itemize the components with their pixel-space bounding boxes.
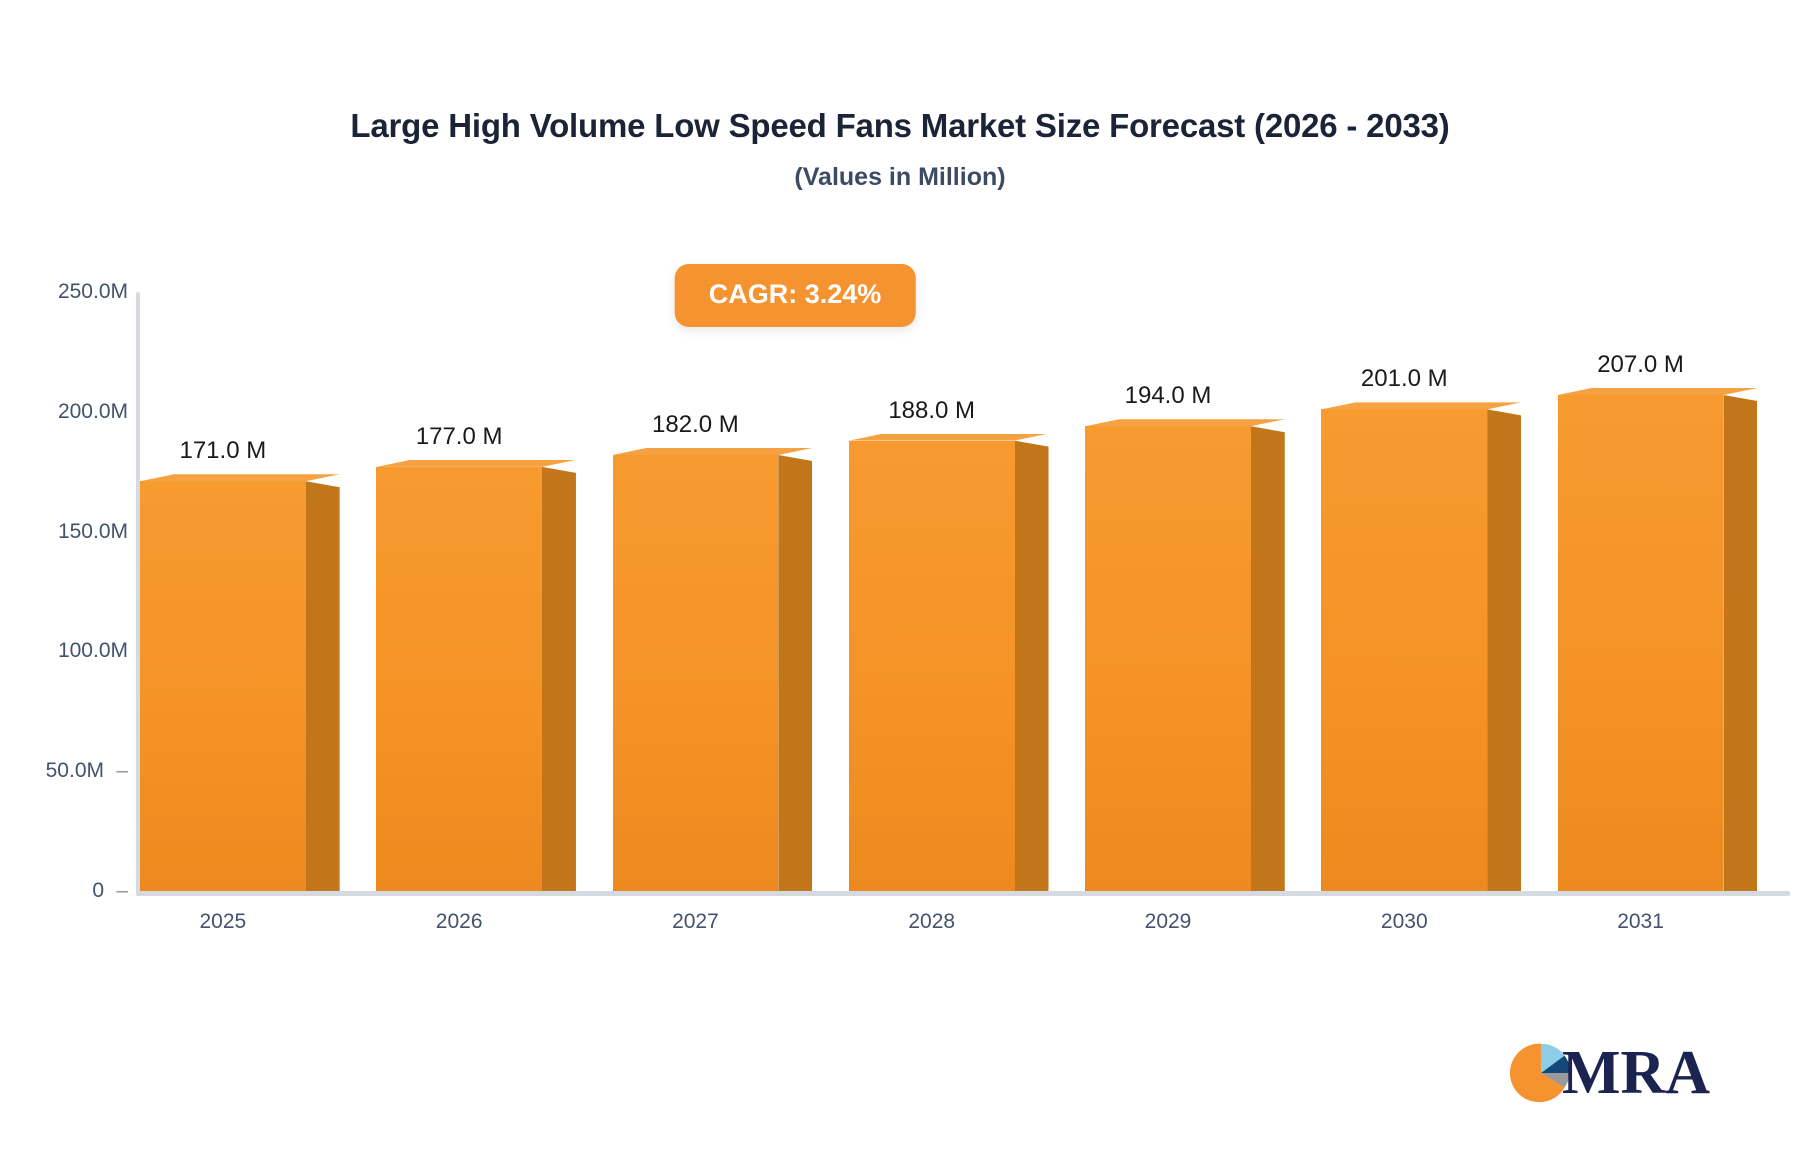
y-tick-200.0M: 200.0M [58, 400, 128, 424]
bar-shape [1557, 388, 1758, 891]
bar-top-face [848, 433, 1049, 441]
y-tick-150.0M: 150.0M [58, 520, 128, 544]
y-tick-250.0M: 250.0M [58, 280, 128, 304]
bar-value-label: 188.0 M [888, 396, 976, 424]
mra-logo: MRA [1510, 1042, 1710, 1104]
bar-front-face [1321, 409, 1488, 891]
bar-2027[interactable]: 182.0 M [612, 292, 813, 891]
bar-2030[interactable]: 201.0 M [1321, 292, 1522, 891]
bar-top-face [1085, 419, 1285, 427]
bar-top-face [1321, 402, 1522, 410]
x-tick-2028: 2028 [908, 910, 956, 933]
y-tick-50.0M: 50.0M – [46, 759, 128, 783]
bar-front-face [1085, 426, 1251, 891]
bar-2031[interactable]: 207.0 M [1557, 292, 1758, 891]
x-tick-2025: 2025 [199, 910, 247, 933]
y-tick-label: 250.0M [57, 280, 128, 303]
bar-shape [140, 474, 340, 891]
bar-front-face [848, 440, 1015, 891]
bar-front-face [140, 481, 306, 891]
bar-front-face [612, 454, 779, 891]
y-tick-0: 0– [92, 879, 128, 903]
bar-front-face [376, 466, 542, 891]
bar-side-face [542, 466, 576, 891]
bar-side-face [1487, 409, 1522, 891]
logo-text: MRA [1562, 1039, 1711, 1107]
bar-value-label: 194.0 M [1124, 382, 1212, 410]
pie-chart-icon [1510, 1043, 1571, 1103]
bar-side-face [778, 454, 813, 891]
bar-side-face [1723, 395, 1758, 891]
bar-2029[interactable]: 194.0 M [1085, 292, 1285, 891]
bar-side-face [1250, 426, 1285, 891]
x-tick-2027: 2027 [672, 910, 719, 933]
y-tick-100.0M: 100.0M [58, 639, 128, 663]
x-tick-2030: 2030 [1380, 910, 1428, 933]
bar-2028[interactable]: 188.0 M [848, 292, 1049, 891]
bar-top-face [376, 459, 576, 467]
chart-subtitle: (Values in Million) [794, 162, 1006, 191]
bar-value-label: 177.0 M [415, 422, 503, 450]
chart-header: Large High Volume Low Speed Fans Market … [0, 0, 1800, 192]
x-tick-2026: 2026 [435, 910, 483, 933]
y-tick-label: 150.0M [57, 519, 128, 543]
bar-series: 171.0 M 177.0 M 182.0 M 188.0 M 194.0 M 201.0… [136, 292, 1790, 891]
bar-value-label: 207.0 M [1597, 351, 1684, 379]
bar-front-face [1557, 395, 1724, 891]
bar-value-label: 171.0 M [179, 437, 267, 465]
bar-shape [1085, 419, 1285, 891]
bar-top-face [140, 474, 340, 482]
y-tick-label: 50.0M [45, 759, 104, 783]
y-tick-mark: – [116, 879, 128, 902]
bar-value-label: 201.0 M [1360, 365, 1448, 393]
bar-shape [612, 447, 813, 891]
bar-shape [1321, 402, 1522, 891]
x-tick-2029: 2029 [1144, 910, 1192, 933]
y-axis-line [136, 292, 140, 894]
x-tick-2031: 2031 [1617, 910, 1664, 933]
bar-top-face [1557, 388, 1758, 396]
bar-value-label: 182.0 M [652, 410, 739, 438]
bar-side-face [1014, 440, 1049, 891]
bar-shape [848, 433, 1049, 891]
bar-2025[interactable]: 171.0 M [140, 292, 340, 891]
y-tick-label: 200.0M [57, 399, 128, 423]
bar-top-face [612, 447, 813, 455]
page-title: Large High Volume Low Speed Fans Market … [350, 107, 1450, 144]
cagr-badge: CAGR: 3.24% [674, 264, 916, 327]
bar-2026[interactable]: 177.0 M [376, 292, 576, 891]
x-axis-line [136, 891, 1790, 896]
bar-side-face [305, 481, 340, 891]
bar-shape [376, 459, 576, 891]
y-tick-label: 0 [92, 879, 104, 902]
y-tick-label: 100.0M [57, 639, 128, 663]
y-tick-mark: – [116, 759, 128, 783]
